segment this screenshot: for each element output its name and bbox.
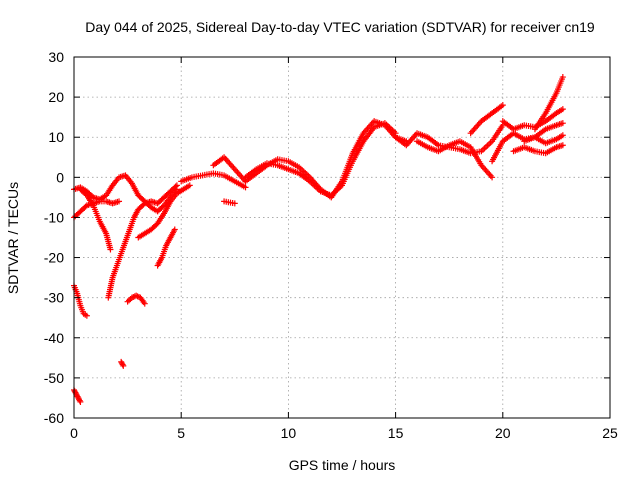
y-tick-label: 30 <box>48 49 64 65</box>
y-axis-label: SDTVAR / TECUs <box>5 182 21 294</box>
data-point <box>499 102 506 109</box>
series-prn-j <box>118 358 127 369</box>
data-point <box>242 184 249 191</box>
data-point <box>172 183 179 190</box>
x-tick-label: 25 <box>602 425 618 441</box>
y-tick-label: -30 <box>44 290 64 306</box>
series-prn-h <box>154 226 178 269</box>
y-tick-label: -40 <box>44 330 64 346</box>
data-point <box>559 106 566 113</box>
data-point <box>231 200 238 207</box>
data-point <box>171 226 178 233</box>
data-point <box>83 312 90 319</box>
data-points <box>71 74 566 405</box>
data-point <box>119 361 126 368</box>
data-point <box>559 74 566 81</box>
data-point <box>173 182 180 189</box>
x-tick-label: 10 <box>281 425 297 441</box>
data-point <box>559 142 566 149</box>
series-prn-q <box>467 102 506 137</box>
y-tick-label: -60 <box>44 410 64 426</box>
series-prn-u <box>510 142 566 157</box>
data-point <box>107 246 114 253</box>
series-prn-c <box>77 186 114 253</box>
series-prn-p <box>414 138 496 181</box>
plot-frame <box>73 56 611 419</box>
data-point <box>186 182 193 189</box>
x-tick-label: 5 <box>177 425 185 441</box>
data-point <box>120 362 127 369</box>
data-point <box>76 397 83 404</box>
series-prn-m <box>242 120 399 199</box>
data-point <box>559 132 566 139</box>
series-prn-k <box>178 170 249 191</box>
x-tick-label: 20 <box>495 425 511 441</box>
series-prn-f <box>105 182 180 301</box>
data-point <box>141 300 148 307</box>
data-point <box>77 398 84 405</box>
y-tick-label: 0 <box>56 169 64 185</box>
series-prn-s <box>499 106 566 133</box>
y-tick-label: -20 <box>44 250 64 266</box>
series-prn-v <box>521 132 566 147</box>
chart-title: Day 044 of 2025, Sidereal Day-to-day VTE… <box>85 19 595 35</box>
x-tick-label: 0 <box>70 425 78 441</box>
y-tick-label: -50 <box>44 370 64 386</box>
data-point <box>559 120 566 127</box>
y-tick-label: 20 <box>48 89 64 105</box>
series-prn-i <box>124 292 148 307</box>
y-tick-label: 10 <box>48 129 64 145</box>
x-axis-label: GPS time / hours <box>289 457 396 473</box>
y-tick-label: -10 <box>44 209 64 225</box>
axis-ticks: 0 5 10 15 20 25 -60 -50 -40 -30 -20 -10 0 10 20 30 <box>44 49 618 441</box>
series-prn-t <box>531 74 566 133</box>
series-prn-g <box>135 182 193 241</box>
data-point <box>116 198 123 205</box>
x-tick-label: 15 <box>388 425 404 441</box>
series-prn-n <box>221 198 238 207</box>
data-point <box>489 174 496 181</box>
